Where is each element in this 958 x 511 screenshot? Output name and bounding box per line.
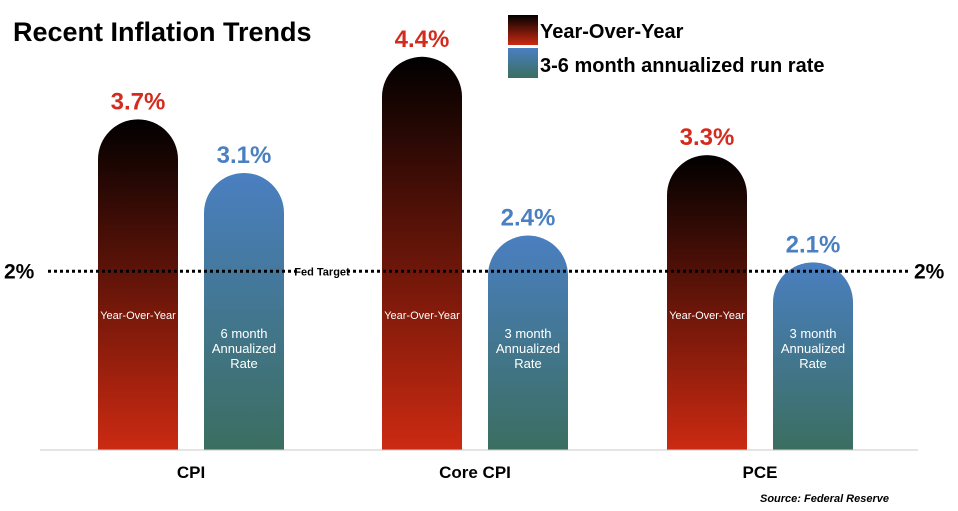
bar-text-run-rate-pce-line-1: 3 month (790, 326, 837, 341)
bar-run-rate-pce (773, 262, 853, 450)
value-label-yoy-pce: 3.3% (680, 124, 735, 151)
category-label-core-cpi: Core CPI (439, 463, 511, 482)
source-note: Source: Federal Reserve (760, 493, 889, 505)
bar-text-run-rate-cpi-line-3: Rate (230, 356, 257, 371)
bar-yoy-core-cpi (382, 56, 462, 451)
value-label-yoy-core-cpi: 4.4% (395, 26, 450, 53)
bar-run-rate-core-cpi (488, 235, 568, 450)
bar-text-run-rate-core-cpi-line-3: Rate (514, 356, 541, 371)
legend-swatch-run-rate (508, 48, 538, 78)
bar-text-yoy-pce: Year-Over-Year (669, 310, 745, 322)
fed-target-label: Fed Target (294, 266, 350, 278)
category-label-cpi: CPI (177, 463, 205, 482)
bar-text-run-rate-cpi-line-1: 6 month (221, 326, 268, 341)
bar-run-rate-cpi (204, 172, 284, 450)
bar-text-run-rate-pce-line-3: Rate (799, 356, 826, 371)
legend-swatch-yoy (508, 15, 538, 45)
fed-target-right-value: 2% (914, 260, 945, 283)
bar-yoy-cpi (98, 119, 178, 450)
value-label-run-rate-pce: 2.1% (786, 231, 841, 258)
value-label-run-rate-core-cpi: 2.4% (501, 205, 556, 232)
category-labels: CPI Core CPI PCE (177, 463, 778, 482)
bar-text-yoy-core-cpi: Year-Over-Year (384, 310, 460, 322)
value-label-yoy-cpi: 3.7% (111, 88, 166, 115)
bar-text-yoy-cpi: Year-Over-Year (100, 310, 176, 322)
bar-text-run-rate-pce-line-2: Annualized (781, 341, 845, 356)
category-label-pce: PCE (743, 463, 778, 482)
value-label-run-rate-cpi: 3.1% (217, 142, 272, 169)
fed-target-left-value: 2% (4, 260, 35, 283)
bar-text-run-rate-cpi-line-2: Annualized (212, 341, 276, 356)
legend-label-yoy: Year-Over-Year (540, 21, 684, 43)
bar-text-run-rate-core-cpi-line-2: Annualized (496, 341, 560, 356)
legend-label-run-rate: 3-6 month annualized run rate (540, 55, 824, 77)
bar-yoy-pce (667, 155, 747, 450)
bar-text-run-rate-core-cpi-line-1: 3 month (505, 326, 552, 341)
chart-title: Recent Inflation Trends (13, 17, 312, 47)
